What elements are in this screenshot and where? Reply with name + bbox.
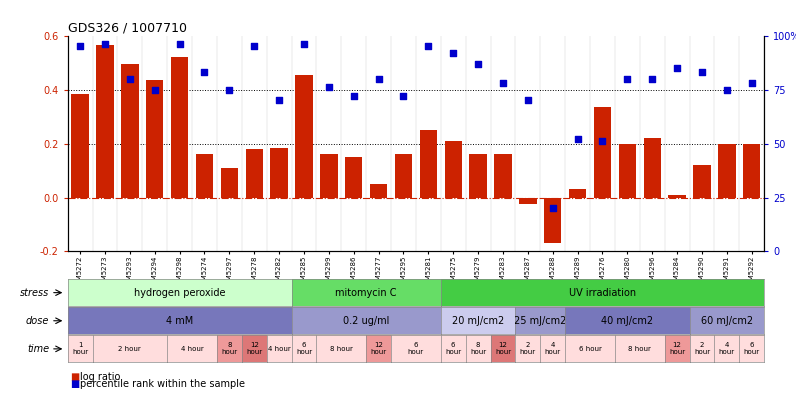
Bar (271, 148, 288, 198)
Text: 12
hour: 12 hour (370, 343, 387, 355)
Point (447, 50, 459, 56)
Text: time: time (27, 344, 49, 354)
Text: 6
hour: 6 hour (743, 343, 760, 355)
Bar (395, 154, 412, 198)
Point (223, 86, 236, 93)
Bar (196, 154, 213, 198)
Bar (370, 184, 388, 198)
Bar (121, 64, 139, 198)
Bar (693, 165, 711, 198)
Point (596, 138, 609, 145)
Text: GDS326 / 1007710: GDS326 / 1007710 (68, 21, 186, 34)
Bar (444, 141, 462, 198)
Bar (618, 143, 636, 198)
Text: 8
hour: 8 hour (470, 343, 486, 355)
Bar (171, 57, 189, 198)
Bar (419, 130, 437, 198)
Bar (245, 149, 263, 198)
Bar (470, 154, 487, 198)
Text: 40 mJ/cm2: 40 mJ/cm2 (601, 316, 654, 326)
Point (148, 86, 161, 93)
Bar (743, 143, 760, 198)
Bar (594, 107, 611, 198)
Bar (544, 198, 561, 244)
Point (745, 80, 758, 86)
Text: 25 mJ/cm2: 25 mJ/cm2 (514, 316, 567, 326)
Point (472, 61, 485, 67)
Point (373, 76, 385, 82)
Text: 2 hour: 2 hour (119, 346, 141, 352)
Point (347, 93, 360, 99)
Text: 12
hour: 12 hour (246, 343, 263, 355)
Point (322, 84, 335, 91)
Bar (96, 45, 114, 198)
Point (174, 41, 186, 48)
Bar (494, 154, 512, 198)
Bar (72, 93, 89, 198)
Bar (643, 138, 661, 198)
Bar (146, 80, 163, 198)
Text: mitomycin C: mitomycin C (335, 287, 397, 298)
Point (198, 69, 211, 76)
Text: 4 hour: 4 hour (181, 346, 204, 352)
Text: dose: dose (26, 316, 49, 326)
Text: 4
hour: 4 hour (544, 343, 561, 355)
Text: ■: ■ (70, 372, 80, 382)
Point (546, 205, 559, 211)
Point (248, 43, 260, 50)
Text: 20 mJ/cm2: 20 mJ/cm2 (452, 316, 504, 326)
Bar (320, 154, 338, 198)
Bar (295, 75, 313, 198)
Bar (220, 168, 238, 198)
Text: 12
hour: 12 hour (669, 343, 685, 355)
Point (99, 41, 111, 48)
Point (696, 69, 708, 76)
Text: 0.2 ug/ml: 0.2 ug/ml (343, 316, 389, 326)
Point (123, 76, 136, 82)
Text: stress: stress (20, 287, 49, 298)
Text: 6
hour: 6 hour (445, 343, 462, 355)
Text: hydrogen peroxide: hydrogen peroxide (134, 287, 225, 298)
Point (497, 80, 509, 86)
Bar (519, 198, 537, 204)
Text: 6
hour: 6 hour (296, 343, 312, 355)
Text: 4 hour: 4 hour (267, 346, 291, 352)
Text: 6 hour: 6 hour (579, 346, 602, 352)
Text: percentile rank within the sample: percentile rank within the sample (80, 379, 245, 389)
Text: 8
hour: 8 hour (221, 343, 237, 355)
Point (572, 136, 584, 143)
Bar (569, 189, 587, 198)
Bar (718, 143, 736, 198)
Text: log ratio: log ratio (80, 372, 121, 382)
Point (397, 93, 410, 99)
Bar (345, 157, 362, 198)
Point (720, 86, 733, 93)
Text: 4
hour: 4 hour (719, 343, 735, 355)
Point (621, 76, 634, 82)
Text: 60 mJ/cm2: 60 mJ/cm2 (700, 316, 753, 326)
Point (521, 97, 534, 103)
Text: 2
hour: 2 hour (520, 343, 536, 355)
Text: 2
hour: 2 hour (694, 343, 710, 355)
Text: 8 hour: 8 hour (330, 346, 353, 352)
Text: 4 mM: 4 mM (166, 316, 193, 326)
Text: 6
hour: 6 hour (408, 343, 424, 355)
Text: 8 hour: 8 hour (628, 346, 651, 352)
Point (422, 43, 435, 50)
Point (298, 41, 310, 48)
Point (74, 43, 87, 50)
Text: ■: ■ (70, 379, 80, 389)
Point (671, 65, 684, 71)
Text: 12
hour: 12 hour (495, 343, 511, 355)
Bar (669, 195, 686, 198)
Point (646, 76, 658, 82)
Point (273, 97, 286, 103)
Text: 1
hour: 1 hour (72, 343, 88, 355)
Text: UV irradiation: UV irradiation (569, 287, 636, 298)
